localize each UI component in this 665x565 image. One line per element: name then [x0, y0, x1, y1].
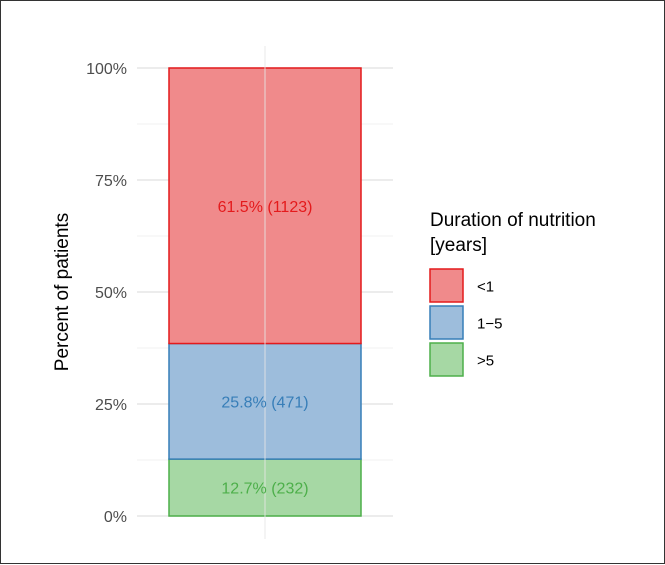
segment-label-layer: 12.7% (232) 25.8% (471) 61.5% (1123) [218, 199, 313, 498]
legend-key [429, 305, 464, 340]
legend-key [429, 268, 464, 303]
legend-label: >5 [477, 353, 494, 370]
segment-data-label: 25.8% (471) [221, 394, 308, 411]
legend-label: <1 [477, 279, 494, 296]
y-tick-label-layer: 0% 25% 50% 75% 100% [86, 61, 127, 526]
legend-title-line-1: Duration of nutrition [430, 210, 596, 231]
y-tick-label: 50% [95, 285, 127, 302]
segment-data-label: 61.5% (1123) [218, 199, 313, 216]
legend: Duration of nutrition [years] <1 1−5 >5 [429, 210, 596, 377]
y-tick-label: 0% [104, 509, 127, 526]
y-axis-title: Percent of patients [52, 213, 73, 371]
y-tick-label: 75% [95, 173, 127, 190]
segment-data-label: 12.7% (232) [221, 481, 308, 498]
y-tick-label: 100% [86, 61, 127, 78]
legend-title-line-2: [years] [430, 235, 487, 256]
y-tick-label: 25% [95, 397, 127, 414]
legend-key [429, 342, 464, 377]
legend-label: 1−5 [477, 316, 502, 333]
legend-items: <1 1−5 >5 [429, 268, 502, 377]
